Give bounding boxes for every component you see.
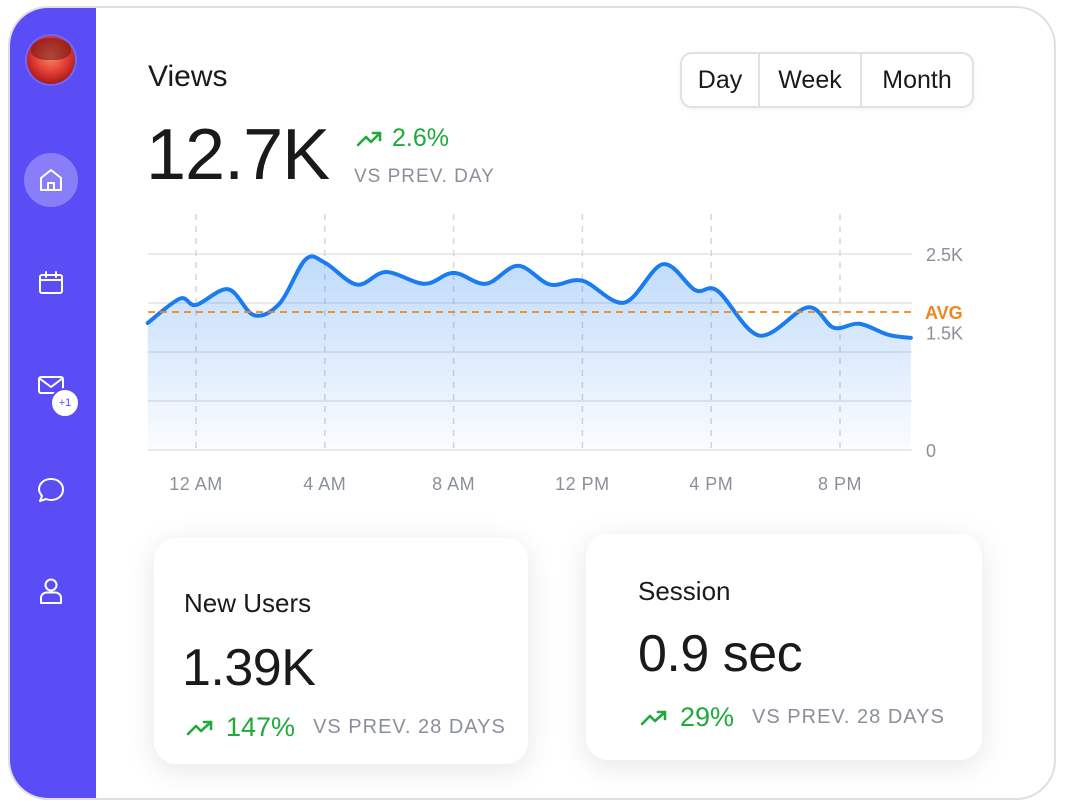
- x-tick-label: 8 AM: [432, 474, 475, 494]
- y-tick-label: 0: [926, 441, 936, 461]
- area-fill: [147, 256, 911, 450]
- session-label: Session: [638, 576, 731, 606]
- home-icon: [40, 169, 62, 191]
- data-point: [661, 262, 665, 266]
- x-tick-label: 4 PM: [689, 474, 733, 494]
- x-tick-label: 4 AM: [303, 474, 346, 494]
- data-point: [452, 271, 456, 275]
- nav-mail[interactable]: [24, 358, 78, 412]
- mail-badge: +1: [50, 388, 80, 418]
- app-window: +1 Views 12.7K 2.6% VS PREV. DAY Day Wee…: [8, 6, 1056, 800]
- data-point: [622, 301, 626, 305]
- views-chart: 12 AM 4 AM 8 AM 12 PM 4 PM 8 PM 2.5K 1.5K 0 AVG: [145, 214, 963, 494]
- new-users-change: 147% VS PREV. 28 DAYS: [186, 712, 506, 743]
- data-point: [278, 301, 282, 305]
- data-point: [194, 303, 198, 307]
- data-point: [886, 333, 890, 337]
- data-point: [516, 264, 520, 268]
- data-point: [548, 283, 552, 287]
- data-point: [806, 305, 810, 309]
- data-point: [758, 334, 762, 338]
- new-users-value: 1.39K: [182, 639, 316, 697]
- data-point: [384, 270, 388, 274]
- new-users-change-value: 147%: [226, 712, 296, 742]
- nav-calendar[interactable]: [24, 256, 78, 310]
- data-point: [423, 282, 427, 286]
- user-icon: [40, 578, 62, 604]
- views-change-value: 2.6%: [392, 124, 449, 152]
- chat-icon: [38, 478, 64, 502]
- data-point: [857, 322, 861, 326]
- new-users-card: New Users 1.39K 147% VS PREV. 28 DAYS: [154, 538, 528, 764]
- session-change: 29% VS PREV. 28 DAYS: [640, 702, 945, 733]
- data-point: [303, 257, 307, 261]
- new-users-label: New Users: [184, 588, 312, 618]
- trend-up-icon: [356, 131, 382, 146]
- new-users-compare: VS PREV. 28 DAYS: [313, 716, 506, 738]
- page-title: Views: [148, 60, 228, 93]
- views-compare: VS PREV. DAY: [354, 166, 495, 187]
- session-card: Session 0.9 sec 29% VS PREV. 28 DAYS: [586, 534, 982, 760]
- data-point: [693, 288, 697, 292]
- x-tick-label: 12 AM: [169, 474, 223, 494]
- x-tick-label: 8 PM: [818, 474, 862, 494]
- nav-chat[interactable]: [24, 463, 78, 517]
- data-point: [226, 287, 230, 291]
- data-point: [716, 289, 720, 293]
- data-point: [355, 283, 359, 287]
- range-selector: Day Week Month: [680, 52, 974, 108]
- avg-label: AVG: [925, 303, 963, 323]
- tab-month[interactable]: Month: [882, 65, 952, 94]
- y-tick-label: 1.5K: [926, 323, 963, 343]
- tab-week[interactable]: Week: [760, 54, 862, 106]
- views-change: 2.6%: [356, 124, 449, 153]
- session-compare: VS PREV. 28 DAYS: [752, 706, 945, 728]
- mail-icon: [38, 376, 64, 394]
- data-point: [178, 297, 182, 301]
- session-change-value: 29%: [680, 702, 735, 732]
- x-tick-label: 12 PM: [555, 474, 610, 494]
- y-tick-label: 2.5K: [926, 245, 963, 265]
- data-point: [909, 336, 913, 340]
- trend-up-icon: [186, 720, 213, 735]
- data-point: [832, 326, 836, 330]
- views-line: [145, 254, 913, 340]
- tab-day[interactable]: Day: [682, 54, 760, 106]
- session-value: 0.9 sec: [638, 625, 803, 683]
- calendar-icon: [39, 271, 63, 294]
- data-point: [484, 282, 488, 286]
- sidebar: +1: [10, 8, 96, 798]
- views-value: 12.7K: [146, 115, 330, 195]
- data-point: [146, 321, 150, 325]
- nav-home[interactable]: [24, 153, 78, 207]
- data-point: [580, 279, 584, 283]
- data-point: [323, 261, 327, 265]
- trend-up-icon: [640, 710, 667, 725]
- avatar[interactable]: [27, 36, 75, 84]
- nav-profile[interactable]: [24, 564, 78, 618]
- data-point: [252, 313, 256, 317]
